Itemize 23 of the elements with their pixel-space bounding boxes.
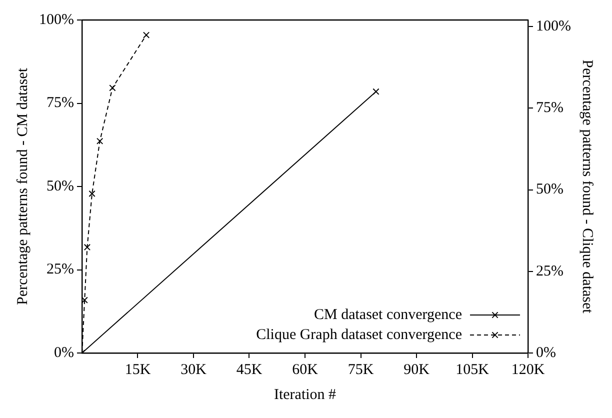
- x-axis-title: Iteration #: [274, 386, 337, 403]
- y2-tick-label: 25%: [536, 263, 564, 280]
- y-tick-label: 75%: [46, 95, 74, 112]
- legend-label: CM dataset convergence: [314, 306, 462, 323]
- y2-tick-label: 50%: [536, 182, 564, 198]
- y-tick-label: 50%: [46, 178, 74, 194]
- y2-tick-label: 100%: [536, 18, 572, 34]
- y-tick-label: 25%: [46, 262, 74, 278]
- y-axis-title: Percentage patterns found - CM dataset: [14, 67, 31, 306]
- x-tick-label: 75K: [348, 362, 374, 378]
- legend-label: Clique Graph dataset convergence: [256, 326, 462, 343]
- y-tick-label: 0%: [54, 344, 74, 361]
- x-tick-label: 120K: [511, 362, 545, 378]
- x-tick-label: 105K: [456, 362, 490, 378]
- y-tick-label: 100%: [38, 12, 74, 28]
- y2-tick-label: 0%: [536, 344, 556, 361]
- x-tick-label: 15K: [124, 362, 151, 378]
- y2-axis-title: Percentage patterns found - Clique dataset: [579, 60, 596, 314]
- x-tick-label: 45K: [236, 362, 262, 378]
- y2-tick-label: 75%: [536, 100, 564, 116]
- x-tick-label: 60K: [292, 362, 318, 378]
- x-tick-label: 90K: [404, 362, 430, 378]
- x-tick-label: 30K: [180, 362, 207, 378]
